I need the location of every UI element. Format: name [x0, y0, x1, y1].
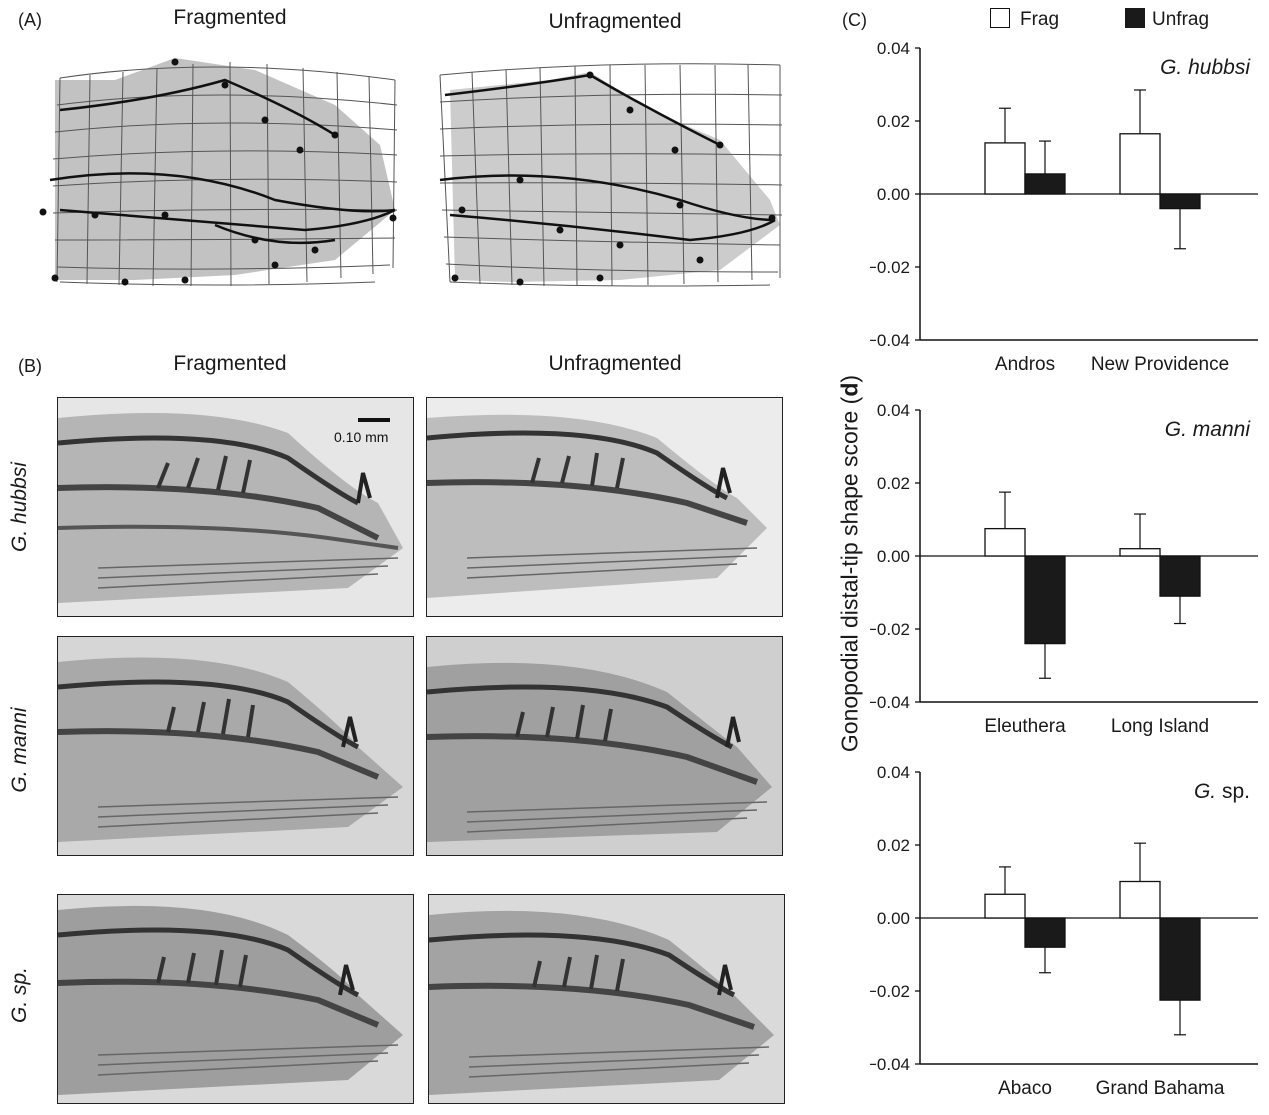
y-tick-label: −0.04: [870, 1055, 910, 1074]
bar-charts: 0.04 0.02 0.00 −0.02 −0.04 G. hubbsi Andros New…: [867, 39, 1265, 1105]
deformation-grid-unfragmented: [420, 50, 790, 290]
panel-c-label: (C): [842, 10, 867, 30]
x-category-label: Abaco: [998, 1078, 1052, 1099]
bar-frag: [984, 142, 1026, 195]
bar-unfrag: [1159, 193, 1201, 210]
bar-unfrag: [1159, 555, 1201, 597]
y-tick-label: 0.00: [877, 547, 910, 566]
bar-frag: [984, 893, 1026, 919]
bar-frag: [1119, 880, 1161, 919]
micrograph-manni-fragmented: [57, 636, 414, 856]
x-category-label: Eleuthera: [984, 716, 1066, 737]
micrograph-manni-unfragmented: [426, 636, 783, 856]
legend-frag-swatch: [990, 8, 1010, 28]
bar-unfrag: [1159, 917, 1201, 1001]
y-tick-label: 0.02: [877, 474, 910, 493]
panel-a-unfragmented-title: Unfragmented: [548, 10, 682, 33]
y-tick-label: −0.02: [870, 982, 910, 1001]
micrograph-hubbsi-unfragmented: [426, 397, 783, 617]
legend-unfrag-swatch: [1125, 8, 1145, 28]
chart-y-axis-label: Gonopodial distal-tip shape score (d): [836, 374, 863, 753]
y-tick-label: −0.04: [870, 693, 910, 712]
legend-frag-label: Frag: [1020, 9, 1060, 30]
panel-a-label: (A): [18, 10, 42, 30]
chart-title: G. manni: [1165, 418, 1252, 441]
x-category-label: Andros: [995, 354, 1055, 375]
chart-title: G. sp.: [1194, 780, 1250, 803]
deformation-grid-fragmented: [35, 50, 405, 290]
y-tick-label: −0.02: [870, 258, 910, 277]
micrograph-hubbsi-fragmented: 0.10 mm: [57, 397, 414, 617]
micrograph-sp-fragmented: [57, 894, 414, 1104]
x-category-label: Long Island: [1111, 716, 1209, 737]
bar-frag: [984, 527, 1026, 557]
legend-unfrag-label: Unfrag: [1152, 9, 1210, 30]
row-label-g-hubbsi: G. hubbsi: [8, 462, 31, 552]
bar-unfrag: [1024, 173, 1066, 195]
bar-frag: [1119, 548, 1161, 557]
micrograph-sp-unfragmented: [428, 894, 785, 1104]
y-tick-label: 0.02: [877, 112, 910, 131]
panel-b-fragmented-title: Fragmented: [173, 352, 287, 375]
y-tick-label: 0.04: [877, 763, 910, 782]
bar-unfrag: [1024, 555, 1066, 645]
scale-bar-label: 0.10 mm: [334, 429, 388, 445]
y-tick-label: 0.02: [877, 836, 910, 855]
y-tick-label: −0.02: [870, 620, 910, 639]
row-label-g-manni: G. manni: [8, 707, 31, 793]
panel-b-unfragmented-title: Unfragmented: [548, 352, 682, 375]
bar-unfrag: [1024, 917, 1066, 948]
y-tick-label: 0.04: [877, 401, 910, 420]
y-tick-label: 0.00: [877, 185, 910, 204]
bar-frag: [1119, 133, 1161, 195]
chart-title: G. hubbsi: [1160, 56, 1251, 79]
row-label-g-sp: G. sp.: [8, 966, 31, 1024]
y-tick-label: 0.00: [877, 909, 910, 928]
panel-b-label: (B): [18, 356, 42, 376]
y-tick-label: −0.04: [870, 331, 910, 350]
y-tick-label: 0.04: [877, 40, 910, 58]
x-category-label: Grand Bahama: [1096, 1078, 1225, 1099]
x-category-label: New Providence: [1091, 354, 1229, 375]
panel-a-fragmented-title: Fragmented: [173, 6, 287, 29]
